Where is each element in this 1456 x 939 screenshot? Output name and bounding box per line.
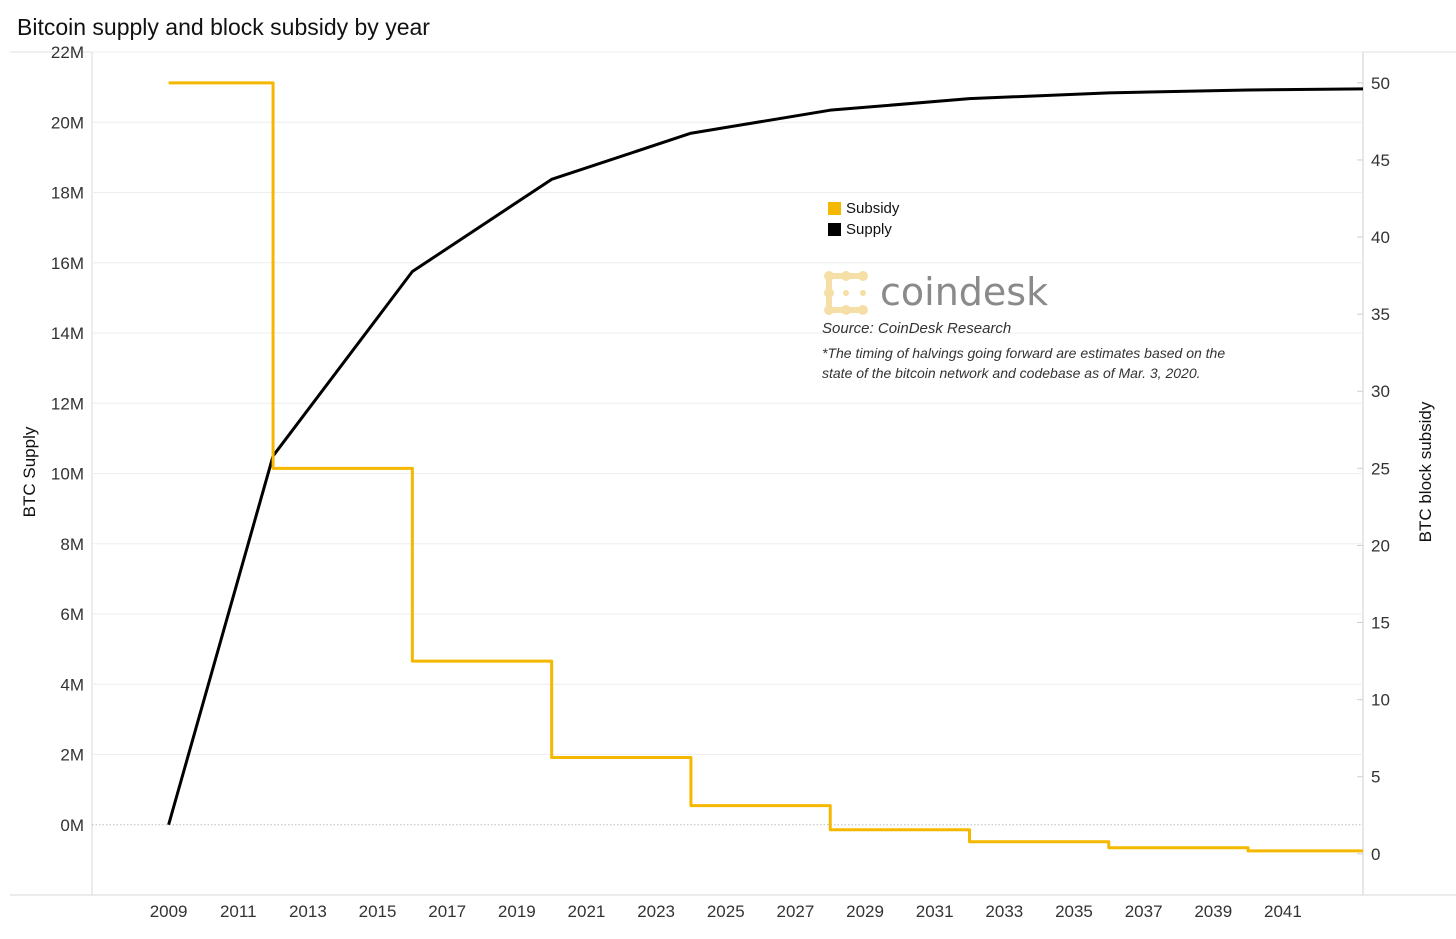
- source-text: Source: CoinDesk Research: [822, 320, 1011, 337]
- x-tick-label: 2025: [707, 902, 745, 921]
- x-tick-label: 2015: [359, 902, 397, 921]
- x-tick-label: 2013: [289, 902, 327, 921]
- y-right-tick-label: 35: [1371, 305, 1390, 324]
- y-right-tick-label: 5: [1371, 768, 1380, 787]
- legend: Subsidy Supply: [828, 200, 900, 238]
- y-left-tick-label: 16M: [51, 254, 84, 273]
- series-line-subsidy: [168, 81, 1363, 853]
- y-right-tick-label: 30: [1371, 382, 1390, 401]
- y-left-tick-label: 22M: [51, 43, 84, 62]
- y-left-tick-label: 20M: [51, 113, 84, 132]
- x-tick-label: 2035: [1055, 902, 1093, 921]
- x-tick-label: 2021: [568, 902, 606, 921]
- y-right-tick-label: 15: [1371, 614, 1390, 633]
- legend-label-supply: Supply: [846, 221, 892, 238]
- x-axis: 2009 2011 2013 2015 2017 2019 2021 2023 2025 2027…: [150, 902, 1302, 921]
- y-axis-left: 0M 2M 4M 6M 8M 10M 12M 14M 16M 18M 20M 22M: [51, 43, 84, 835]
- y-right-tick-label: 45: [1371, 151, 1390, 170]
- legend-swatch-supply: [828, 223, 841, 236]
- x-tick-label: 2011: [220, 902, 257, 921]
- x-tick-label: 2031: [916, 902, 954, 921]
- y-axis-right-title: BTC block subsidy: [1416, 401, 1435, 542]
- y-left-tick-label: 18M: [51, 184, 84, 203]
- gridlines: [92, 51, 1363, 826]
- note-line-1: *The timing of halvings going forward ar…: [822, 345, 1225, 361]
- y-axis-right: 0 5 10 15 20 25 30 35 40 45 50: [1357, 74, 1390, 864]
- x-tick-label: 2037: [1125, 902, 1163, 921]
- coindesk-mark-icon: [824, 271, 868, 315]
- y-right-tick-label: 20: [1371, 536, 1390, 555]
- y-right-tick-label: 0: [1371, 845, 1380, 864]
- coindesk-wordmark: coindesk: [880, 270, 1048, 314]
- y-left-tick-label: 14M: [51, 324, 84, 343]
- note-line-2: state of the bitcoin network and codebas…: [822, 365, 1201, 381]
- y-axis-left-title: BTC Supply: [20, 426, 39, 517]
- y-left-tick-label: 10M: [51, 465, 84, 484]
- x-tick-label: 2039: [1194, 902, 1232, 921]
- x-tick-label: 2009: [150, 902, 188, 921]
- y-left-tick-label: 4M: [60, 675, 84, 694]
- y-left-tick-label: 0M: [60, 816, 84, 835]
- chart-title: Bitcoin supply and block subsidy by year: [17, 14, 430, 40]
- y-right-tick-label: 10: [1371, 691, 1390, 710]
- y-right-tick-label: 25: [1371, 459, 1390, 478]
- y-left-tick-label: 6M: [60, 605, 84, 624]
- legend-label-subsidy: Subsidy: [846, 200, 900, 217]
- x-tick-label: 2041: [1264, 902, 1302, 921]
- x-tick-label: 2019: [498, 902, 536, 921]
- x-tick-label: 2017: [428, 902, 466, 921]
- x-tick-label: 2033: [985, 902, 1023, 921]
- y-left-tick-label: 12M: [51, 394, 84, 413]
- y-right-tick-label: 50: [1371, 74, 1390, 93]
- series-layer: [167, 81, 1364, 853]
- y-left-tick-label: 2M: [60, 746, 84, 765]
- legend-swatch-subsidy: [828, 202, 841, 215]
- series-line-supply: [167, 87, 1364, 826]
- y-right-tick-label: 40: [1371, 228, 1390, 247]
- y-left-tick-label: 8M: [60, 535, 84, 554]
- x-tick-label: 2029: [846, 902, 884, 921]
- coindesk-logo: coindesk: [824, 270, 1048, 315]
- x-tick-label: 2027: [776, 902, 814, 921]
- x-tick-label: 2023: [637, 902, 675, 921]
